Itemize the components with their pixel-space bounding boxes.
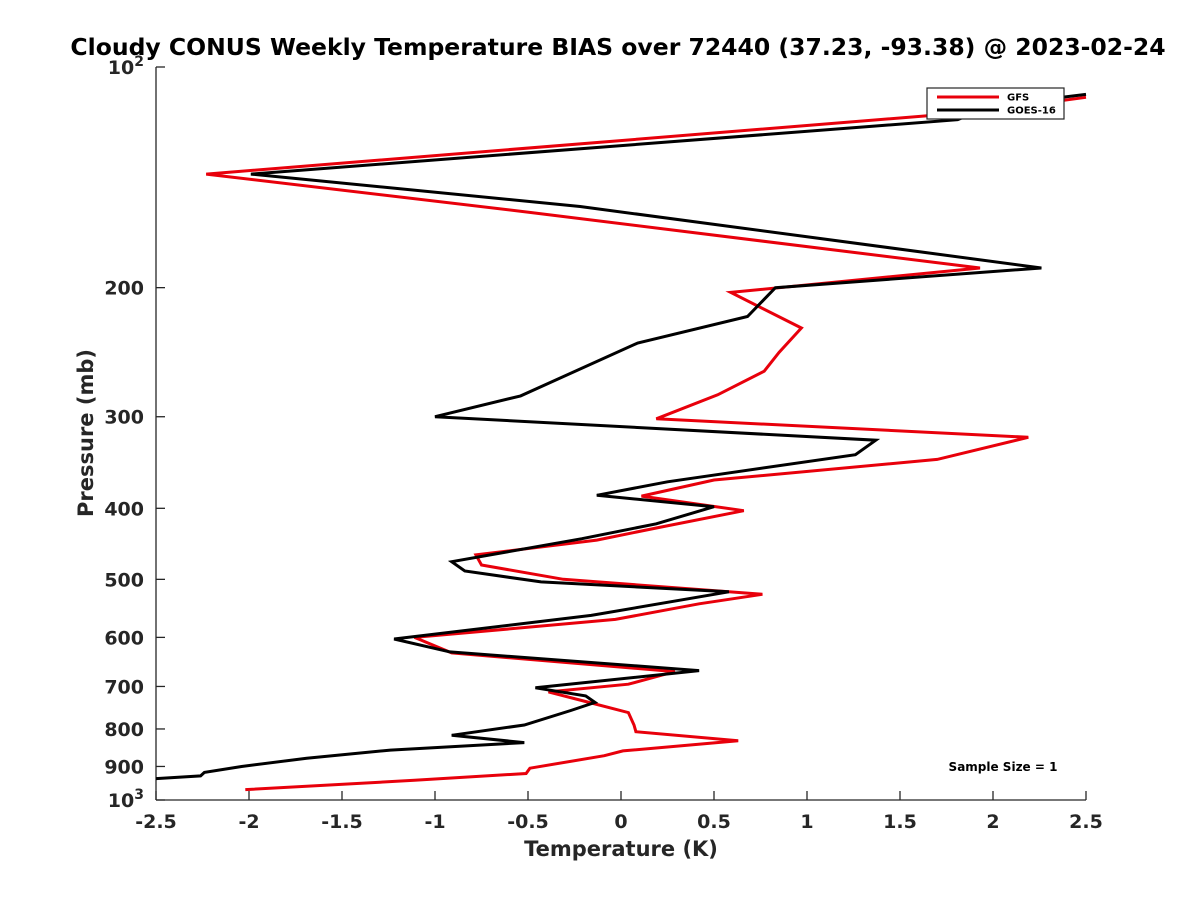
x-tick-label: 1.5 xyxy=(883,811,917,833)
x-tick-label: -0.5 xyxy=(507,811,549,833)
x-tick-label: 1 xyxy=(800,811,813,833)
y-axis-label: Pressure (mb) xyxy=(74,349,98,517)
y-tick-label: 400 xyxy=(104,498,144,520)
x-tick-label: -1 xyxy=(424,811,445,833)
x-axis-label: Temperature (K) xyxy=(524,837,718,861)
legend: GFS GOES-16 xyxy=(926,87,1065,120)
x-tick-label: 0.5 xyxy=(697,811,731,833)
series-line-gfs xyxy=(206,95,1087,792)
x-tick-label: 0 xyxy=(614,811,627,833)
legend-entry-label: GFS xyxy=(1007,93,1029,104)
data-lines xyxy=(155,92,1087,792)
plot-axes: -2.5 -2 -1.5 -1 -0.5 0 0.5 1 1.5 2 2.5 102 200 300 400… xyxy=(104,54,1103,833)
y-tick-label: 500 xyxy=(104,569,144,591)
y-tick-label: 700 xyxy=(104,676,144,698)
y-tick-label: 200 xyxy=(104,278,144,300)
x-tick-label: 2 xyxy=(986,811,999,833)
x-tick-label: -2 xyxy=(238,811,259,833)
series-line-goes-16 xyxy=(155,92,1087,781)
x-tick-label: 2.5 xyxy=(1069,811,1103,833)
y-tick-label: 900 xyxy=(104,756,144,778)
sample-size-annotation: Sample Size = 1 xyxy=(949,760,1058,774)
y-tick-label: 102 xyxy=(108,54,144,79)
y-tick-label: 800 xyxy=(104,719,144,741)
y-tick-label: 300 xyxy=(104,407,144,429)
x-tick-label: -1.5 xyxy=(321,811,363,833)
chart-title: Cloudy CONUS Weekly Temperature BIAS ove… xyxy=(70,33,1165,61)
legend-entry-label: GOES-16 xyxy=(1007,106,1056,117)
y-tick-label: 103 xyxy=(108,787,144,812)
legend-box xyxy=(926,87,1065,120)
y-tick-label: 600 xyxy=(104,627,144,649)
x-tick-label: -2.5 xyxy=(135,811,177,833)
